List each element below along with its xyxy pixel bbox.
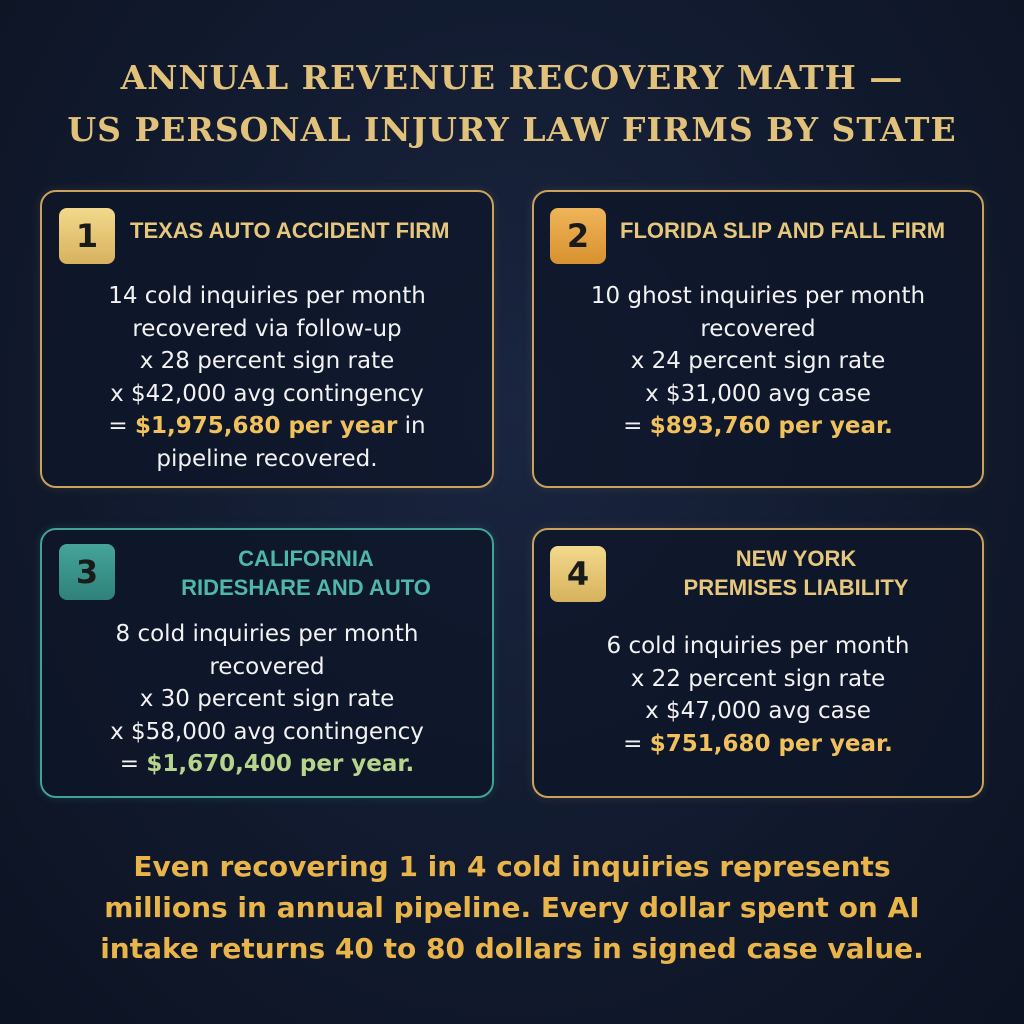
card-title-line-1: NEW YORK xyxy=(735,546,857,571)
card-title-line-2: RIDESHARE AND AUTO xyxy=(181,575,431,600)
card-line: x 30 percent sign rate xyxy=(139,686,395,712)
card-number-badge: 3 xyxy=(59,544,115,600)
card-title: NEW YORK PREMISES LIABILITY xyxy=(620,544,972,602)
card-result-line: = $1,670,400 per year. xyxy=(52,748,482,781)
result-prefix: = xyxy=(623,413,650,439)
card-body: 6 cold inquiries per month x 22 percent … xyxy=(544,630,972,760)
footer-line-1: Even recovering 1 in 4 cold inquiries re… xyxy=(133,850,891,883)
card-california: 3 CALIFORNIA RIDESHARE AND AUTO 8 cold i… xyxy=(40,528,494,798)
card-line: recovered via follow-up xyxy=(132,315,402,342)
card-line: x $31,000 avg case xyxy=(645,380,871,407)
card-florida: 2 FLORIDA SLIP AND FALL FIRM 10 ghost in… xyxy=(532,190,984,488)
card-result-line: = $893,760 per year. xyxy=(544,410,972,443)
card-title: FLORIDA SLIP AND FALL FIRM xyxy=(620,218,946,243)
card-body: 10 ghost inquiries per month recovered x… xyxy=(544,280,972,443)
card-line: 6 cold inquiries per month xyxy=(606,633,910,659)
result-value: $1,670,400 per year. xyxy=(146,751,415,777)
card-result-line: = $1,975,680 per year in xyxy=(52,410,482,443)
card-new-york: 4 NEW YORK PREMISES LIABILITY 6 cold inq… xyxy=(532,528,984,798)
card-texas: 1 TEXAS AUTO ACCIDENT FIRM 14 cold inqui… xyxy=(40,190,494,488)
card-title: CALIFORNIA RIDESHARE AND AUTO xyxy=(130,544,482,602)
card-line: x $58,000 avg contingency xyxy=(110,718,424,745)
card-line: x $47,000 avg case xyxy=(645,698,871,724)
result-prefix: = xyxy=(108,413,135,439)
result-value: $751,680 per year. xyxy=(649,730,893,757)
result-prefix: = xyxy=(623,730,650,757)
card-number-badge: 4 xyxy=(550,546,606,602)
card-title-line-1: CALIFORNIA xyxy=(238,546,374,571)
footer-summary: Even recovering 1 in 4 cold inquiries re… xyxy=(0,846,1024,969)
footer-line-2: millions in annual pipeline. Every dolla… xyxy=(104,891,920,924)
result-prefix: = xyxy=(119,751,147,777)
card-line: x $42,000 avg contingency xyxy=(110,380,424,407)
card-line: x 22 percent sign rate xyxy=(630,665,886,692)
card-result-line: = $751,680 per year. xyxy=(544,728,972,761)
card-line: x 28 percent sign rate xyxy=(139,348,395,374)
card-line: 14 cold inquiries per month xyxy=(108,283,426,309)
result-suffix: in xyxy=(397,413,426,439)
card-number-badge: 1 xyxy=(59,208,115,264)
card-line: recovered xyxy=(700,315,816,342)
card-body: 14 cold inquiries per month recovered vi… xyxy=(52,280,482,475)
card-body: 8 cold inquiries per month recovered x 3… xyxy=(52,618,482,781)
card-line: 10 ghost inquiries per month xyxy=(590,283,926,309)
page-title-line-2: US PERSONAL INJURY LAW FIRMS BY STATE xyxy=(67,110,957,149)
card-line: x 24 percent sign rate xyxy=(630,348,886,374)
card-result-tail: pipeline recovered. xyxy=(156,445,378,472)
card-number-badge: 2 xyxy=(550,208,606,264)
result-value: $1,975,680 per year xyxy=(134,413,398,439)
page-title: ANNUAL REVENUE RECOVERY MATH — US PERSON… xyxy=(0,52,1024,156)
page-title-line-1: ANNUAL REVENUE RECOVERY MATH — xyxy=(120,58,904,97)
card-line: recovered xyxy=(209,653,325,680)
card-line: 8 cold inquiries per month xyxy=(115,621,419,647)
card-title: TEXAS AUTO ACCIDENT FIRM xyxy=(130,218,450,243)
card-title-line-2: PREMISES LIABILITY xyxy=(683,575,909,600)
result-value: $893,760 per year. xyxy=(649,413,893,439)
footer-line-3: intake returns 40 to 80 dollars in signe… xyxy=(100,932,924,965)
